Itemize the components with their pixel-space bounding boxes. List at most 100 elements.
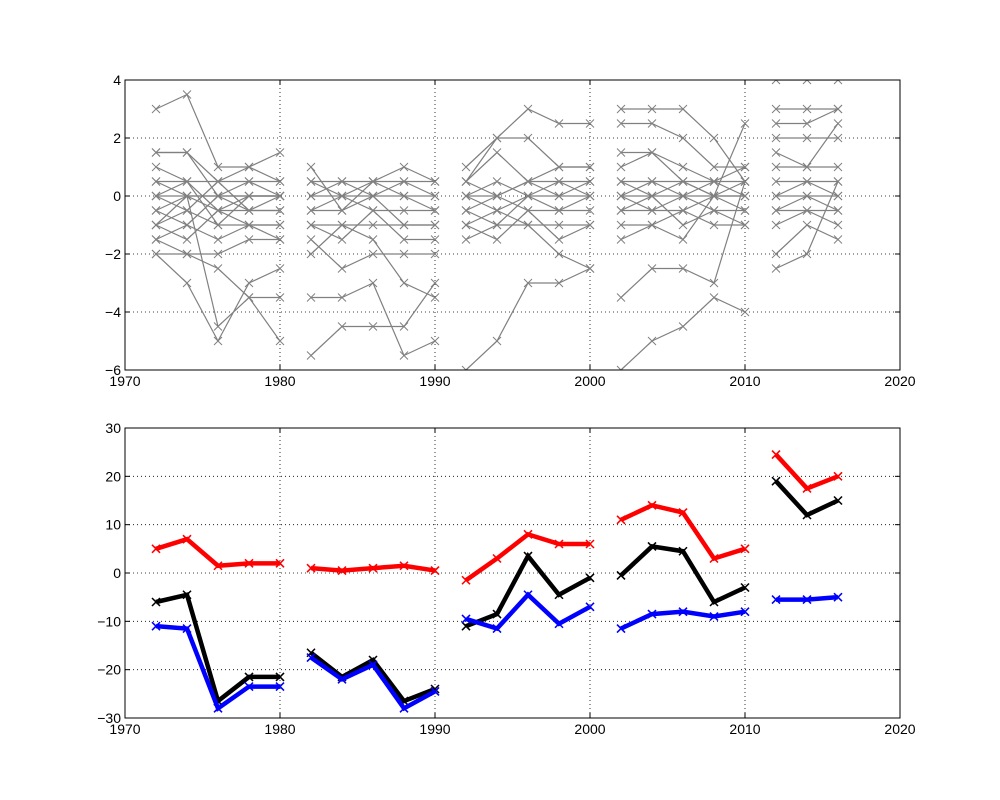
- x-marker: [616, 119, 626, 128]
- x-marker: [709, 611, 719, 622]
- x-marker: [275, 148, 285, 157]
- y-tick-label: 0: [113, 188, 121, 204]
- x-marker: [740, 607, 750, 617]
- x-marker: [833, 104, 843, 114]
- x-marker: [771, 119, 781, 128]
- x-marker: [585, 177, 595, 186]
- x-marker: [523, 104, 533, 114]
- x-marker: [771, 220, 781, 230]
- x-marker: [802, 483, 812, 493]
- x-marker: [461, 177, 471, 186]
- x-marker: [678, 133, 688, 143]
- x-marker: [182, 624, 192, 634]
- x-marker: [368, 235, 378, 244]
- x-marker: [616, 206, 626, 215]
- x-marker: [647, 191, 657, 201]
- x-marker: [399, 191, 409, 201]
- x-marker: [709, 177, 719, 186]
- x-marker: [771, 595, 781, 605]
- plot-area: [151, 80, 843, 370]
- x-marker: [740, 162, 750, 172]
- x-marker: [523, 206, 533, 215]
- x-marker: [554, 590, 564, 600]
- plot-area: [151, 450, 843, 713]
- x-marker: [802, 177, 812, 186]
- x-marker: [740, 582, 750, 593]
- x-marker: [182, 249, 192, 259]
- x-marker: [492, 191, 502, 201]
- x-marker: [678, 220, 688, 230]
- x-marker: [306, 293, 316, 302]
- x-marker: [678, 104, 688, 114]
- x-marker: [244, 235, 254, 244]
- x-marker: [461, 575, 471, 585]
- x-marker: [740, 307, 750, 317]
- x-marker: [430, 191, 440, 201]
- x-marker: [244, 191, 254, 201]
- y-tick-label: 2: [113, 130, 121, 146]
- x-marker: [709, 206, 719, 215]
- x-marker: [523, 220, 533, 230]
- x-marker: [399, 177, 409, 186]
- y-tick-label: 4: [113, 72, 121, 88]
- x-marker: [182, 278, 192, 288]
- x-marker: [616, 220, 626, 230]
- x-marker: [430, 249, 440, 259]
- x-marker: [616, 293, 626, 302]
- x-marker: [492, 624, 502, 634]
- x-marker: [771, 162, 781, 172]
- x-marker: [554, 177, 564, 186]
- x-marker: [244, 672, 254, 682]
- x-marker: [802, 162, 812, 172]
- y-tick-label: −30: [97, 710, 121, 726]
- x-marker: [337, 191, 347, 201]
- x-marker: [368, 563, 378, 573]
- x-marker: [244, 220, 254, 230]
- x-marker: [678, 162, 688, 172]
- x-marker: [275, 220, 285, 230]
- x-marker: [306, 162, 316, 172]
- x-marker: [771, 476, 781, 486]
- x-marker: [461, 206, 471, 215]
- x-marker: [492, 553, 502, 564]
- x-marker: [616, 191, 626, 201]
- x-marker: [213, 322, 223, 331]
- x-marker: [368, 660, 378, 670]
- x-marker: [585, 539, 595, 549]
- x-tick-label: 1980: [264, 721, 295, 737]
- x-marker: [709, 220, 719, 230]
- x-marker: [399, 351, 409, 360]
- x-marker: [833, 191, 843, 201]
- x-marker: [151, 235, 161, 244]
- x-marker: [337, 322, 347, 331]
- x-marker: [213, 561, 223, 571]
- x-marker: [213, 191, 223, 201]
- x-marker: [678, 206, 688, 215]
- x-marker: [244, 682, 254, 692]
- x-marker: [678, 607, 688, 617]
- x-marker: [833, 220, 843, 230]
- x-marker: [461, 614, 471, 624]
- x-marker: [833, 133, 843, 143]
- x-marker: [399, 162, 409, 172]
- x-marker: [585, 191, 595, 201]
- x-marker: [833, 592, 843, 602]
- x-marker: [275, 206, 285, 215]
- x-marker: [399, 561, 409, 571]
- x-marker: [678, 546, 688, 556]
- x-marker: [585, 206, 595, 215]
- x-marker: [647, 104, 657, 114]
- x-marker: [275, 682, 285, 692]
- x-marker: [771, 264, 781, 273]
- x-marker: [740, 220, 750, 230]
- x-marker: [833, 206, 843, 215]
- x-marker: [430, 293, 440, 302]
- x-marker: [244, 558, 254, 568]
- x-marker: [213, 336, 223, 346]
- x-marker: [151, 206, 161, 215]
- x-marker: [554, 539, 564, 549]
- x-marker: [585, 220, 595, 230]
- x-marker: [492, 235, 502, 244]
- x-marker: [244, 278, 254, 288]
- y-tick-label: −6: [105, 362, 121, 378]
